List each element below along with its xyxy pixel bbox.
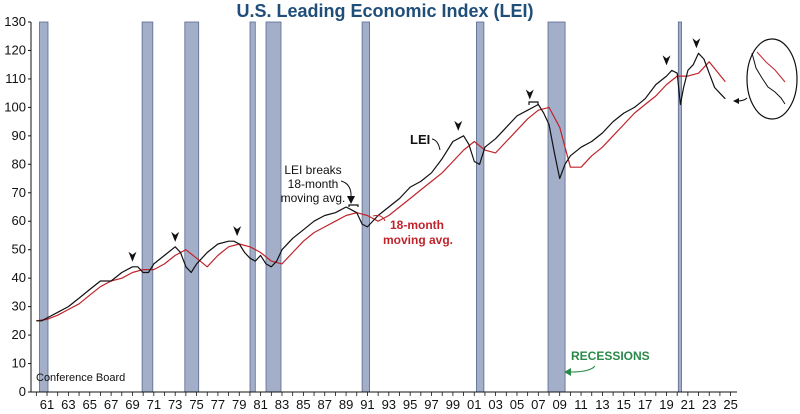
x-tick-label: 97	[424, 397, 438, 412]
x-tick-label: 71	[147, 397, 161, 412]
peak-markers	[128, 38, 701, 262]
recessions-arrow	[570, 365, 596, 373]
zoom-magnifier	[733, 38, 798, 120]
break-label-line1: LEI breaks	[284, 163, 341, 177]
break-label-arrow	[340, 180, 352, 199]
x-tick-label: 75	[189, 397, 203, 412]
recession-band	[249, 21, 256, 393]
peak-marker	[454, 120, 463, 131]
y-tick-label: 130	[4, 14, 26, 29]
break-bracket	[348, 204, 359, 207]
x-tick-label: 01	[467, 397, 481, 412]
y-tick-label: 0	[19, 384, 26, 399]
x-tick-label: 85	[296, 397, 310, 412]
x-tick-label: 79	[232, 397, 246, 412]
x-tick-label: 05	[510, 397, 524, 412]
y-tick-label: 80	[12, 156, 26, 171]
break-arrowhead	[347, 196, 355, 204]
x-tick-label: 87	[317, 397, 331, 412]
break-label-line2: 18-month	[288, 177, 339, 191]
magnifier-circle	[746, 38, 798, 120]
x-tick-label: 13	[595, 397, 609, 412]
x-tick-label: 69	[125, 397, 139, 412]
x-tick-label: 63	[61, 397, 75, 412]
x-tick-label: 65	[83, 397, 97, 412]
y-tick-label: 110	[5, 71, 26, 86]
x-tick-label: 73	[168, 397, 182, 412]
recessions-label: RECESSIONS	[571, 349, 650, 363]
source-label: Conference Board	[36, 372, 125, 384]
x-tick-label: 77	[211, 397, 225, 412]
x-tick-label: 91	[360, 397, 374, 412]
ma-label-line1: 18-month	[390, 218, 444, 232]
peak-marker	[525, 89, 534, 100]
recession-band	[39, 21, 49, 393]
recession-band	[141, 21, 154, 393]
recession-band	[475, 21, 485, 393]
peak-marker	[128, 251, 137, 262]
recession-band	[547, 21, 566, 393]
chart-title: U.S. Leading Economic Index (LEI)	[236, 1, 533, 21]
x-tick-label: 11	[574, 397, 588, 412]
peak-marker	[692, 38, 701, 49]
x-tick-label: 09	[552, 397, 566, 412]
recessions-arrowhead	[564, 368, 571, 376]
series-lines	[36, 52, 726, 322]
recession-band	[677, 21, 682, 393]
lei-label-leader	[431, 138, 441, 151]
ma-label-line2: moving avg.	[383, 233, 453, 247]
y-tick-label: 70	[12, 185, 26, 200]
y-tick-label: 40	[12, 270, 26, 285]
break-label-line3: moving avg.	[281, 191, 346, 205]
x-tick-label: 89	[339, 397, 353, 412]
y-tick-label: 50	[12, 242, 26, 257]
x-tick-label: 61	[40, 397, 54, 412]
y-tick-label: 30	[12, 299, 26, 314]
y-tick-label: 100	[4, 99, 26, 114]
recession-band	[184, 21, 200, 393]
x-tick-label: 93	[382, 397, 396, 412]
x-tick-label: 99	[446, 397, 460, 412]
recession-band	[265, 21, 282, 393]
x-tick-label: 25	[723, 397, 737, 412]
y-tick-label: 20	[12, 327, 26, 342]
recession-bands	[39, 21, 682, 393]
y-tick-label: 90	[12, 128, 26, 143]
x-tick-label: 19	[659, 397, 673, 412]
lei-line	[36, 52, 726, 322]
peak-marker	[662, 55, 671, 66]
peak-bracket-2006	[528, 101, 539, 105]
y-tick-label: 120	[4, 42, 26, 57]
x-tick-label: 21	[681, 397, 695, 412]
recession-band	[361, 21, 371, 393]
x-tick-label: 15	[617, 397, 631, 412]
peak-marker	[233, 226, 242, 237]
x-tick-label: 95	[403, 397, 417, 412]
y-tick-label: 60	[12, 213, 26, 228]
x-tick-label: 83	[275, 397, 289, 412]
ma-label-leader	[372, 215, 386, 222]
x-tick-label: 17	[638, 397, 652, 412]
peak-marker	[171, 231, 180, 242]
moving-average-line	[36, 61, 726, 322]
magnifier-lei-line	[751, 52, 786, 105]
x-tick-label: 07	[531, 397, 545, 412]
y-tick-label: 10	[12, 356, 26, 371]
x-tick-label: 67	[104, 397, 118, 412]
magnifier-ma-line	[756, 51, 786, 83]
magnifier-pointer-head	[733, 98, 739, 104]
x-tick-label: 03	[488, 397, 502, 412]
lei-series-label: LEI	[410, 132, 430, 147]
x-tick-label: 81	[253, 397, 267, 412]
x-tick-label: 23	[702, 397, 716, 412]
